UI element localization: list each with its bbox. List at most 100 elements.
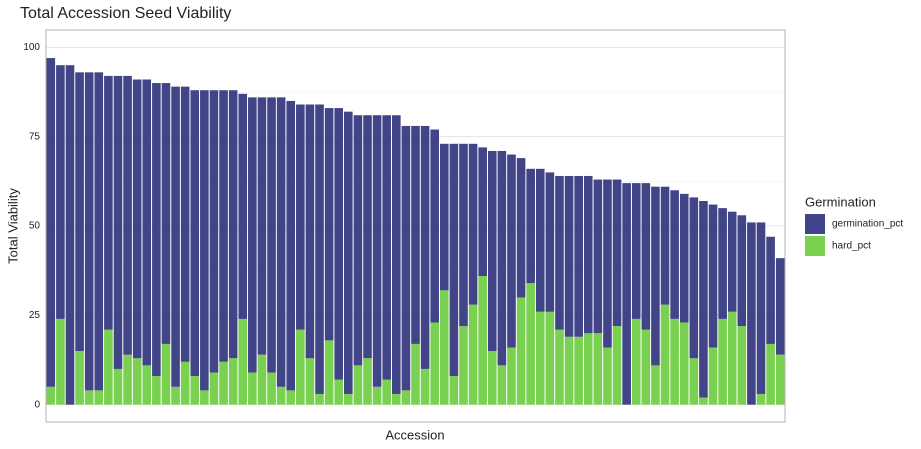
bar (113, 368, 123, 405)
bar (555, 175, 564, 330)
bar (372, 386, 382, 405)
bar (497, 150, 507, 366)
bar (334, 108, 344, 380)
bar (219, 90, 228, 362)
bar (353, 115, 363, 366)
bar (699, 397, 708, 405)
bar (94, 72, 104, 391)
bar (382, 379, 392, 405)
bar (344, 393, 353, 405)
bar (248, 97, 257, 373)
bar (84, 390, 94, 405)
bar (257, 354, 267, 405)
bar (641, 183, 651, 330)
bar (161, 343, 171, 405)
bar (353, 365, 363, 405)
bar (612, 179, 622, 327)
bar (459, 326, 468, 405)
bar (564, 175, 574, 337)
bar (305, 104, 315, 359)
bar (267, 372, 276, 405)
bar (171, 86, 180, 387)
bar (180, 86, 190, 362)
bar (113, 75, 123, 369)
bar (276, 97, 286, 387)
bar (718, 208, 727, 319)
bar (727, 311, 737, 405)
bar (200, 90, 209, 391)
bar (679, 322, 689, 405)
bar (459, 143, 468, 327)
bar (487, 150, 497, 352)
bar (200, 390, 209, 405)
bar (286, 390, 296, 405)
bar (132, 358, 142, 405)
bar (737, 215, 747, 327)
bar (699, 200, 708, 398)
bar (209, 372, 219, 405)
bar (324, 340, 334, 405)
bar (651, 365, 660, 405)
bar (104, 75, 113, 330)
bar (152, 376, 161, 405)
bar (497, 365, 507, 405)
bar (372, 115, 382, 387)
bar (75, 72, 84, 352)
bar (622, 183, 631, 405)
bar (46, 386, 56, 405)
bar (593, 333, 603, 405)
y-axis-label: Total Viability (5, 188, 20, 264)
legend-key (805, 236, 825, 256)
bar (439, 290, 449, 405)
bar (689, 358, 699, 405)
bar (228, 358, 238, 405)
bar (296, 104, 305, 330)
bar (545, 311, 555, 405)
bar (190, 376, 200, 405)
bar (612, 326, 622, 405)
bar (535, 311, 545, 405)
y-tick-label: 50 (29, 221, 41, 232)
bar (708, 204, 718, 348)
chart-title: Total Accession Seed Viability (20, 5, 231, 22)
bar (756, 393, 766, 405)
bar (775, 258, 785, 355)
bar (478, 276, 487, 405)
bar (583, 175, 593, 334)
bar (123, 354, 132, 405)
bar (257, 97, 267, 355)
bar (689, 197, 699, 359)
bar (94, 390, 104, 405)
bar (468, 304, 478, 405)
bar (315, 104, 324, 394)
bar (564, 336, 574, 405)
bar (516, 158, 526, 298)
bar (209, 90, 219, 373)
bar (535, 168, 545, 312)
bar (545, 172, 555, 312)
bar (142, 79, 152, 366)
bar (248, 372, 257, 405)
bar (468, 143, 478, 305)
bar (430, 322, 439, 405)
bar (603, 347, 612, 405)
bar (766, 343, 775, 405)
bar (727, 211, 737, 312)
bar (324, 108, 334, 341)
bar (171, 386, 180, 405)
bar (708, 347, 718, 405)
bar (526, 283, 535, 405)
bar (737, 326, 747, 405)
bar (219, 361, 228, 405)
bar (344, 111, 353, 394)
bar (65, 65, 75, 405)
bar (401, 125, 411, 391)
bar (641, 329, 651, 405)
bar (190, 90, 200, 377)
bar (123, 75, 132, 355)
bar (238, 318, 248, 405)
bar (430, 129, 439, 323)
bar (718, 318, 727, 405)
bar (574, 336, 583, 405)
